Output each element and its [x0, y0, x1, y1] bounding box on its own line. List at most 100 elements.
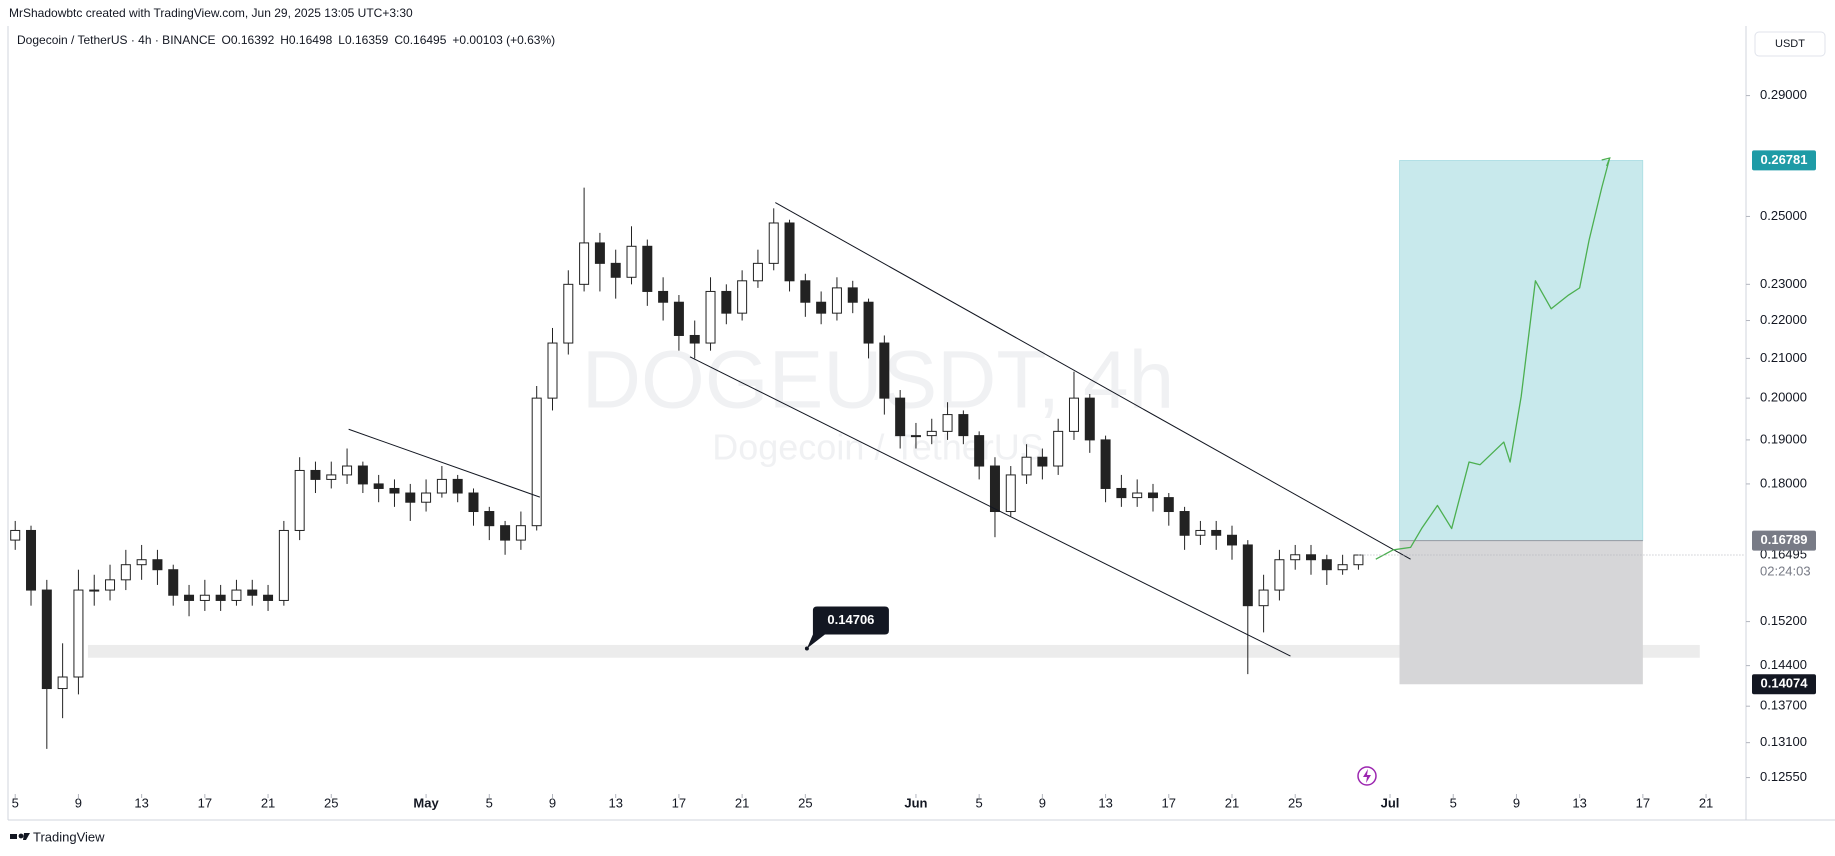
x-tick-label: 25 [798, 795, 812, 810]
candle-body [26, 529, 37, 591]
y-tick-label: 0.25000 [1760, 208, 1807, 223]
candle-body [294, 469, 305, 531]
footer-logo [10, 833, 30, 840]
candle-body [57, 676, 68, 690]
ohlc-value: +0.00103 (+0.63%) [452, 33, 555, 47]
candle-body [1353, 554, 1364, 566]
candle-body [1163, 497, 1174, 513]
candle-body [436, 478, 447, 494]
candle-body [199, 594, 210, 601]
candle-body [721, 290, 732, 314]
candle-body [136, 559, 147, 566]
candle-body [168, 569, 179, 596]
watermark-name: Dogecoin / TetherUS [712, 427, 1044, 468]
alert-icon[interactable] [1357, 766, 1377, 786]
x-tick-label: 17 [1636, 795, 1650, 810]
stop-area [1399, 540, 1643, 685]
candle-body [689, 334, 700, 344]
countdown: 02:24:03 [1760, 563, 1811, 578]
candle-body [215, 594, 226, 601]
candle-body [152, 559, 163, 571]
price-marker [1752, 674, 1816, 695]
candle-body [1037, 456, 1048, 467]
footer: TradingView [33, 829, 105, 844]
candle-body [737, 280, 748, 314]
x-tick-label: 5 [976, 795, 983, 810]
candle-body [1116, 487, 1127, 499]
x-tick-label: 25 [324, 795, 338, 810]
ohlc-value: O0.16392 [222, 33, 275, 47]
candle-body [326, 474, 337, 480]
candle-body [594, 242, 605, 264]
x-tick-label: Jun [904, 795, 927, 810]
candle-body [563, 283, 574, 344]
candle-body [484, 511, 495, 527]
candle-body [642, 245, 653, 292]
candle-body [10, 529, 21, 541]
x-tick-label: 13 [608, 795, 622, 810]
candle-body [1021, 456, 1032, 476]
candle-body [910, 435, 921, 438]
candle-body [1242, 544, 1253, 607]
price-marker [1752, 530, 1816, 551]
candle-body [800, 280, 811, 303]
y-tick-label: 0.15200 [1760, 613, 1807, 628]
candle-body [1337, 564, 1348, 571]
currency: USDT [1775, 38, 1805, 50]
candle-body [705, 290, 716, 344]
candle-body [1053, 430, 1064, 467]
candle-body [263, 594, 274, 601]
candle-body [184, 594, 195, 601]
candle-body [1147, 492, 1158, 499]
target-area [1399, 160, 1644, 541]
candle-body [452, 478, 463, 494]
y-tick-label: 0.13700 [1760, 698, 1807, 713]
candle-body [847, 287, 858, 303]
candle-body [310, 469, 321, 480]
candle-body [879, 342, 890, 399]
attribution: MrShadowbtc created with TradingView.com… [9, 6, 413, 20]
x-tick-label: 9 [1039, 795, 1046, 810]
currency-button[interactable] [1754, 31, 1826, 57]
x-tick-label: 9 [549, 795, 556, 810]
candle-body [863, 301, 874, 344]
candle-body [500, 525, 511, 541]
candle-body [1274, 559, 1285, 591]
ohlc-value: C0.16495 [394, 33, 446, 47]
candle-body [673, 301, 684, 336]
candle-body [547, 342, 558, 399]
candle-body [784, 222, 795, 282]
x-tick-label: 21 [1225, 795, 1239, 810]
candle-body [1005, 474, 1016, 513]
candle-body [105, 579, 116, 591]
support-zone [87, 644, 1700, 658]
candle-body [1179, 511, 1190, 536]
candle-body [515, 525, 526, 541]
projection-arrowhead [1601, 157, 1611, 167]
candle-body [278, 529, 289, 601]
candle-body [1306, 554, 1317, 561]
y-tick-label: 0.29000 [1760, 87, 1807, 102]
x-tick-label: 13 [134, 795, 148, 810]
price-marker-label: 0.26781 [1761, 152, 1808, 167]
x-tick-label: 9 [1513, 795, 1520, 810]
ohlc-value: H0.16498 [280, 33, 332, 47]
x-tick-label: 17 [672, 795, 686, 810]
candle-body [958, 414, 969, 437]
x-tick-label: Jul [1381, 795, 1400, 810]
symbol-name: Dogecoin / TetherUS · 4h · BINANCE [17, 33, 216, 47]
candle-body [1227, 534, 1238, 546]
symbol-title: Dogecoin / TetherUS · 4h · BINANCE O0.163… [17, 33, 555, 47]
y-tick-label: 0.23000 [1760, 276, 1807, 291]
y-tick-label: 0.20000 [1760, 390, 1807, 405]
candle-body [421, 492, 432, 503]
y-tick-label: 0.18000 [1760, 475, 1807, 490]
x-tick-label: 21 [1699, 795, 1713, 810]
x-tick-label: 9 [75, 795, 82, 810]
x-tick-label: 5 [1450, 795, 1457, 810]
candle-body [89, 589, 100, 592]
candle-body [1132, 492, 1143, 499]
candle-body [579, 242, 590, 285]
candle-body [1195, 529, 1206, 536]
